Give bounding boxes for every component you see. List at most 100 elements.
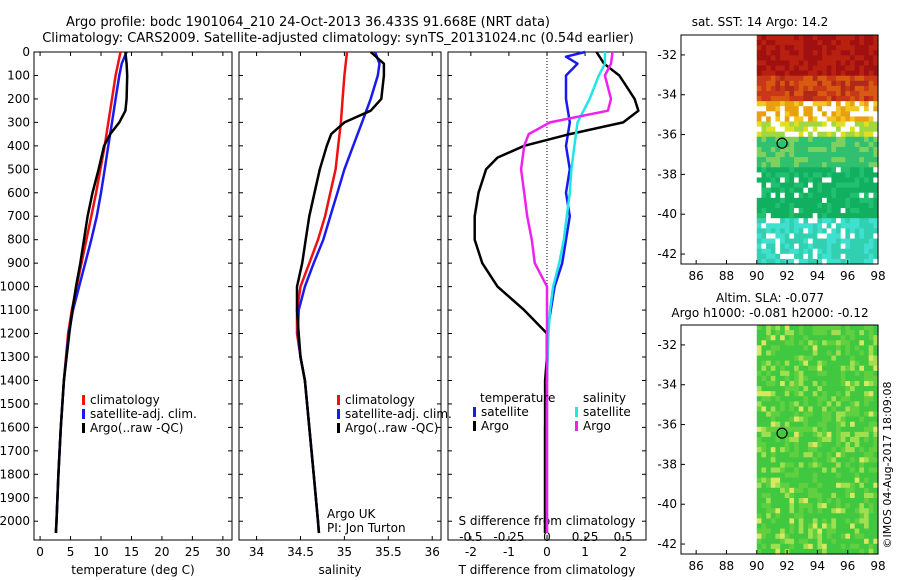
heatmap-cell — [854, 45, 860, 51]
heatmap-cell — [836, 543, 842, 550]
heatmap-cell — [822, 518, 828, 525]
heatmap-cell — [780, 90, 786, 97]
heatmap-cell — [784, 162, 791, 168]
heatmap-cell — [784, 75, 791, 82]
heatmap-cell — [808, 45, 814, 51]
heatmap-cell — [803, 177, 809, 184]
heatmap-cell — [766, 401, 772, 408]
heatmap-cell — [854, 152, 860, 158]
heatmap-cell — [817, 447, 823, 453]
heatmap-cell — [831, 141, 837, 148]
heatmap-cell — [761, 508, 767, 514]
heatmap-cell — [784, 462, 791, 469]
salinity-tick-label: 0.25 — [572, 530, 599, 544]
heatmap-cell — [836, 55, 842, 62]
heatmap-cell — [836, 152, 842, 158]
heatmap-cell — [854, 253, 860, 260]
heatmap-cell — [840, 543, 846, 550]
heatmap-cell — [808, 538, 814, 545]
heatmap-cell — [803, 202, 809, 209]
heatmap-cell — [812, 213, 818, 219]
heatmap-cell — [831, 55, 837, 62]
heatmap-cell — [864, 447, 870, 453]
heatmap-cell — [873, 258, 879, 265]
heatmap-cell — [803, 167, 809, 173]
heatmap-cell — [854, 80, 860, 87]
heatmap-cell — [868, 421, 874, 428]
heatmap-cell — [859, 172, 865, 179]
heatmap-cell — [864, 411, 870, 418]
heatmap-cell — [868, 482, 874, 489]
heatmap-cell — [784, 131, 791, 138]
heatmap-cell — [826, 472, 832, 479]
heatmap-cell — [873, 202, 879, 209]
heatmap-cell — [808, 523, 814, 530]
heatmap-cell — [761, 126, 767, 133]
heatmap-cell — [798, 146, 804, 153]
heatmap-cell — [770, 126, 777, 133]
heatmap-cell — [770, 248, 777, 255]
heatmap-cell — [780, 442, 786, 448]
heatmap-cell — [756, 70, 763, 77]
heatmap-cell — [812, 406, 818, 413]
heatmap-cell — [766, 187, 772, 194]
heatmap-cell — [794, 126, 800, 133]
heatmap-cell — [794, 452, 800, 458]
heatmap-cell — [803, 80, 809, 87]
heatmap-cell — [826, 218, 832, 224]
heatmap-cell — [808, 157, 814, 163]
heatmap-cell — [836, 96, 842, 102]
heatmap-cell — [850, 192, 856, 199]
heatmap-cell — [808, 498, 814, 504]
heatmap-cell — [817, 503, 823, 509]
heatmap-cell — [831, 85, 837, 92]
heatmap-cell — [859, 233, 865, 240]
heatmap-cell — [798, 508, 804, 514]
heatmap-cell — [864, 131, 870, 138]
heatmap-cell — [836, 380, 842, 387]
heatmap-cell — [808, 421, 814, 428]
heatmap-cell — [775, 146, 781, 153]
heatmap-cell — [812, 248, 818, 255]
heatmap-cell — [859, 40, 865, 46]
heatmap-cell — [817, 421, 823, 428]
y-tick-label: 1600 — [0, 420, 30, 434]
heatmap-cell — [873, 85, 879, 92]
x-tick-label: 10 — [93, 545, 108, 559]
heatmap-cell — [784, 426, 791, 433]
heatmap-cell — [784, 248, 791, 255]
heatmap-cell — [812, 182, 818, 189]
heatmap-cell — [761, 136, 767, 143]
heatmap-cell — [817, 157, 823, 163]
heatmap-cell — [845, 401, 851, 408]
heatmap-cell — [859, 85, 865, 92]
heatmap-cell — [868, 223, 874, 229]
heatmap-cell — [873, 436, 879, 443]
heatmap-cell — [780, 487, 786, 494]
heatmap-cell — [812, 523, 818, 530]
heatmap-cell — [840, 35, 846, 41]
heatmap-cell — [808, 401, 814, 408]
legend-swatch — [82, 395, 85, 405]
heatmap-cell — [775, 548, 781, 555]
heatmap-cell — [836, 141, 842, 148]
heatmap-cell — [808, 365, 814, 372]
heatmap-cell — [850, 223, 856, 229]
heatmap-cell — [859, 106, 865, 112]
heatmap-cell — [803, 85, 809, 92]
heatmap-cell — [766, 416, 772, 423]
heatmap-cell — [789, 35, 795, 41]
heatmap-cell — [831, 325, 837, 331]
heatmap-cell — [859, 177, 865, 184]
heatmap-cell — [845, 141, 851, 148]
heatmap-cell — [766, 365, 772, 372]
heatmap-cell — [812, 508, 818, 514]
heatmap-cell — [766, 157, 772, 163]
heatmap-cell — [822, 335, 828, 341]
heatmap-cell — [803, 330, 809, 336]
heatmap-cell — [803, 106, 809, 112]
y-tick-label: 1800 — [0, 467, 30, 481]
heatmap-cell — [840, 45, 846, 51]
heatmap-cell — [845, 111, 851, 118]
